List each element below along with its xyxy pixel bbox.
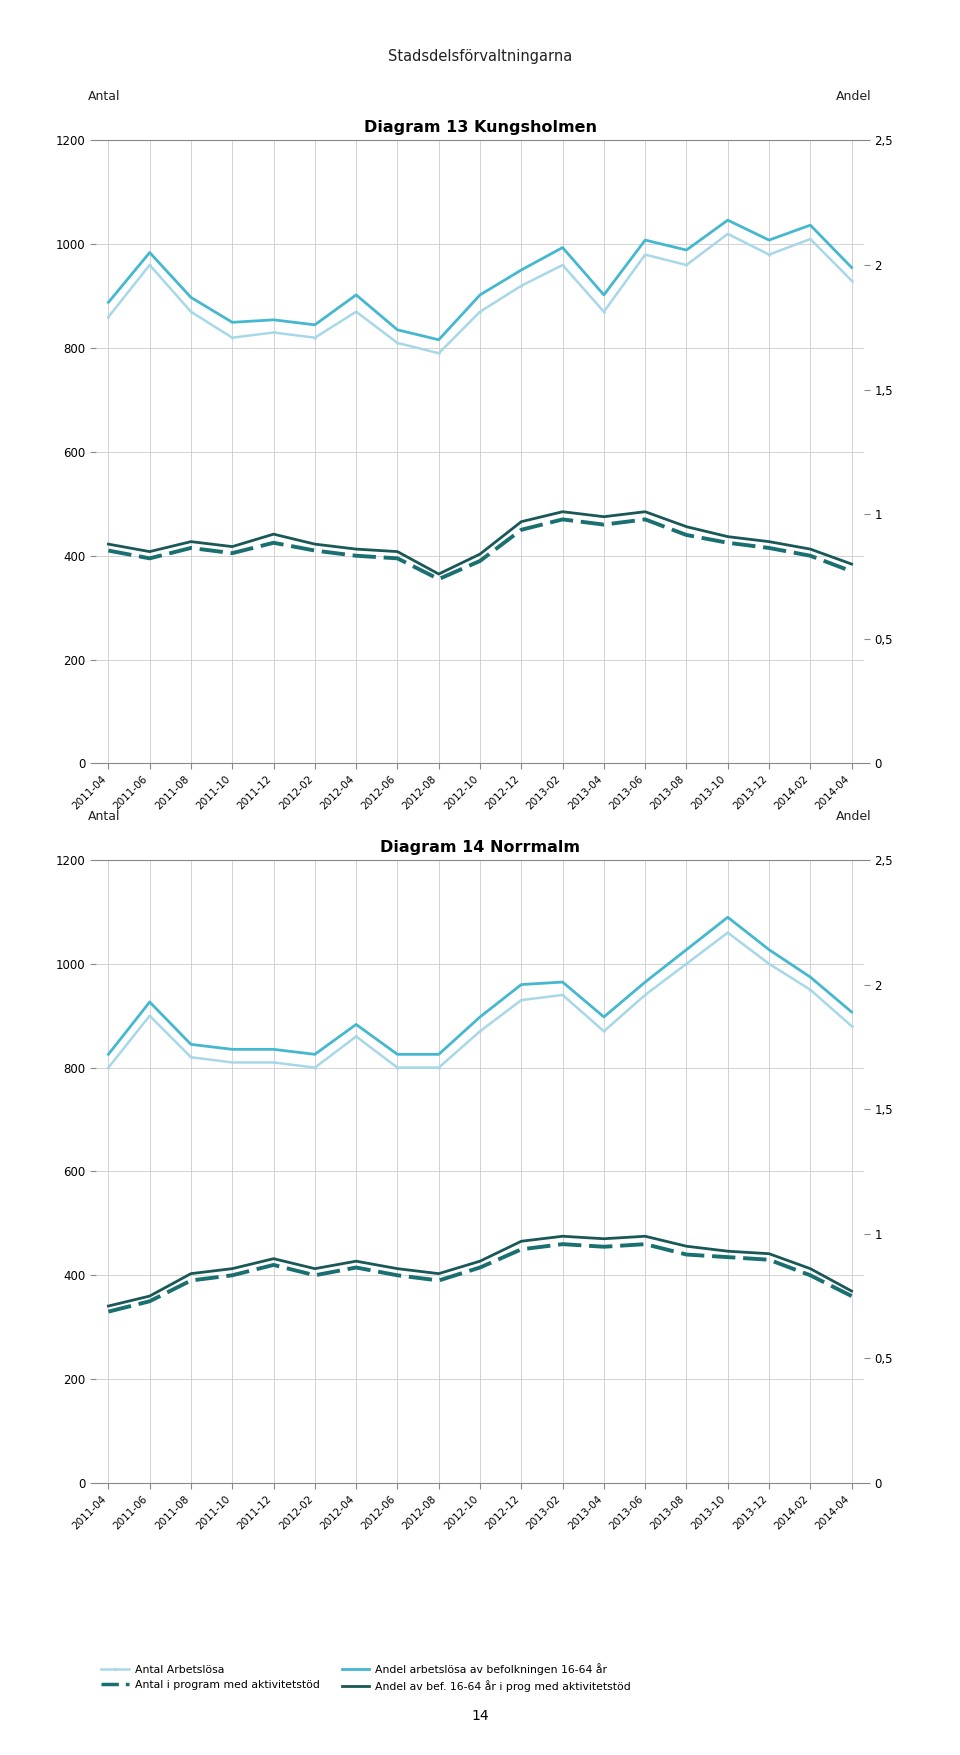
Title: Diagram 14 Norrmalm: Diagram 14 Norrmalm xyxy=(380,839,580,855)
Text: Stadsdelsförvaltningarna: Stadsdelsförvaltningarna xyxy=(388,49,572,65)
Title: Diagram 13 Kungsholmen: Diagram 13 Kungsholmen xyxy=(364,119,596,135)
Text: Antal: Antal xyxy=(88,809,121,823)
Text: Andel: Andel xyxy=(836,90,872,104)
Legend: Antal Arbetslösa, Antal i program med aktivitetstöd, Andel arbetslösa av befolkn: Antal Arbetslösa, Antal i program med ak… xyxy=(102,1662,631,1692)
Text: Antal: Antal xyxy=(88,90,121,104)
Text: Andel: Andel xyxy=(836,809,872,823)
Text: 14: 14 xyxy=(471,1709,489,1723)
Legend: Antal Arbetslösa, Antal i program med aktivitetstöd, Andel arbetslösa av befolkn: Antal Arbetslösa, Antal i program med ak… xyxy=(102,942,631,972)
